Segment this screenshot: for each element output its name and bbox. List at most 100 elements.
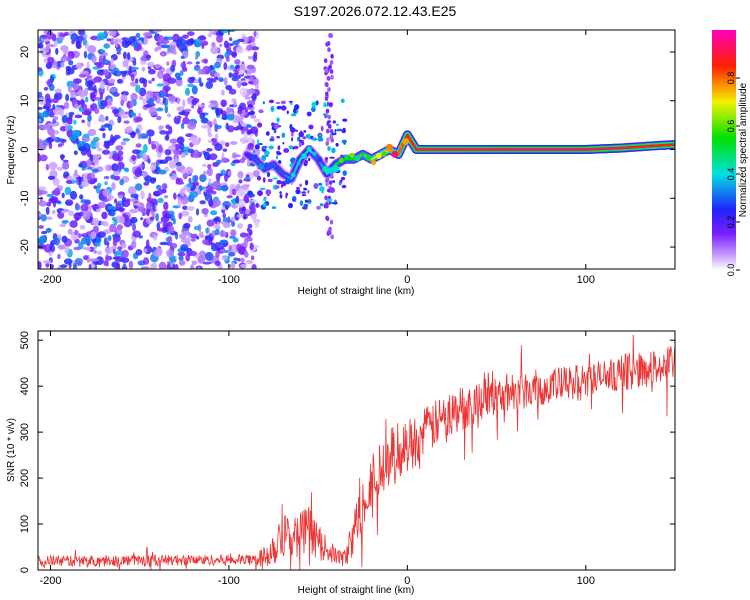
noise-speck [103,59,110,64]
noise-speck [299,183,302,188]
noise-speck [237,258,241,262]
noise-speck [181,169,186,175]
noise-speck [146,91,154,96]
noise-speck [146,201,153,211]
noise-speck [210,106,217,110]
noise-speck [131,149,141,155]
noise-speck [332,202,338,205]
noise-speck [127,186,137,195]
noise-speck [327,120,332,123]
noise-speck [288,100,293,103]
noise-speck [126,52,131,61]
noise-speck [61,219,69,224]
noise-speck [103,69,109,76]
noise-speck [90,258,100,262]
ridge-blob [354,155,361,162]
noise-speck [156,107,164,112]
noise-speck [247,130,253,134]
noise-speck [198,77,202,84]
noise-speck [155,184,162,190]
noise-speck [73,78,82,84]
noise-speck [49,242,53,252]
noise-speck [103,43,110,49]
noise-speck [153,234,158,241]
noise-speck [65,180,73,184]
noise-speck [114,175,121,181]
noise-speck [318,133,323,137]
noise-speck [330,53,334,59]
noise-speck [164,149,172,156]
noise-speck [313,183,319,189]
y-tick-label: 500 [19,331,31,349]
noise-speck [229,37,233,42]
noise-speck [120,99,125,107]
noise-speck [162,96,166,105]
noise-speck [83,50,87,59]
noise-speck [69,190,78,200]
noise-speck [325,108,330,114]
noise-speck [63,258,73,265]
noise-speck [93,249,97,254]
noise-speck [142,135,149,139]
noise-speck [122,59,129,68]
noise-speck [224,204,229,209]
noise-speck [220,30,229,34]
noise-speck [329,156,335,159]
noise-speck [130,66,139,70]
noise-speck [140,266,150,269]
ridge-blob [312,151,317,156]
noise-speck [56,166,64,171]
snr-series-line [38,334,675,570]
noise-speck [146,208,150,217]
noise-speck [190,233,198,239]
noise-speck [132,60,137,66]
colorbar-tick-label: 0.0 [726,264,736,277]
noise-speck [252,170,260,178]
noise-speck [219,43,223,48]
noise-speck [108,205,117,211]
noise-speck [122,138,130,142]
noise-speck [229,141,238,145]
y-tick-label: 20 [19,46,31,58]
noise-speck [237,110,243,115]
noise-speck [228,252,236,257]
noise-speck [87,128,97,137]
noise-speck [108,30,117,37]
noise-speck [130,92,138,102]
noise-speck [263,197,267,202]
noise-speck [124,168,130,173]
noise-speck [161,39,170,44]
ridge-blob [332,165,340,173]
noise-speck [152,30,162,33]
noise-speck [229,64,235,70]
noise-speck [146,129,155,137]
noise-speck [191,104,195,109]
noise-speck [201,43,205,49]
noise-speck [247,136,253,144]
noise-speck [123,120,130,124]
ridge-blob [344,154,350,160]
noise-speck [228,88,237,95]
noise-speck [92,225,99,234]
noise-speck [231,72,239,78]
noise-speck [192,175,196,184]
noise-speck [173,149,180,156]
noise-speck [136,167,142,175]
noise-speck [324,157,329,161]
noise-speck [147,66,152,70]
ridge-blob [254,154,258,158]
noise-speck [327,114,332,120]
noise-speck [87,45,97,54]
noise-speck [109,209,116,217]
noise-speck [247,223,253,229]
noise-speck [311,137,318,141]
noise-speck [206,148,213,152]
snr-y-ticks: 0 100 200 300 400 500 [19,331,675,573]
noise-speck [169,173,173,177]
noise-speck [334,129,337,133]
noise-speck [275,155,279,160]
noise-speck [78,30,84,35]
noise-speck [208,198,214,207]
noise-speck [326,76,331,81]
noise-speck [97,182,102,189]
